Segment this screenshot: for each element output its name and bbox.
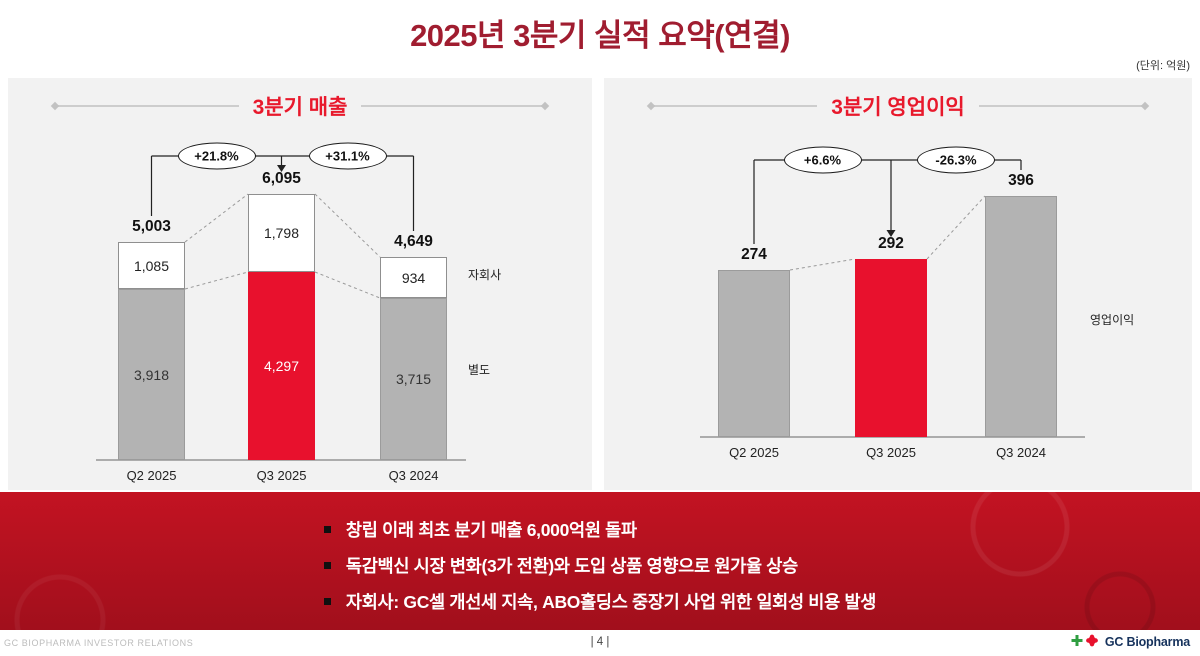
bar (718, 270, 790, 437)
bullet-square-icon (323, 562, 331, 569)
growth-badge: +6.6% (783, 146, 862, 174)
slide-title: 2025년 3분기 실적 요약(연결) (410, 18, 790, 53)
bar-segment-standalone: 3,715 (380, 298, 447, 460)
revenue-panel: 3분기 매출 3,918 1,085 5,003 Q2 2025 4,297 1,798 6… (8, 78, 592, 490)
category-label: Q3 2025 (866, 445, 916, 460)
bar-segment-subsidiary: 934 (380, 257, 447, 298)
category-label: Q3 2025 (256, 468, 307, 483)
highlight-text: 독감백신 시장 변화(3가 전환)와 도입 상품 영향으로 원가율 상승 (345, 556, 798, 576)
growth-badge: -26.3% (917, 146, 995, 174)
series-side-label: 영업이익 (1090, 313, 1135, 327)
category-label: Q3 2024 (996, 445, 1046, 460)
operating-profit-chart-title: 3분기 영업이익 (831, 96, 965, 119)
highlight-item: 창립 이래 최초 분기 매출 6,000억원 돌파 (323, 517, 876, 542)
bar-total-label: 274 (741, 246, 767, 263)
bar (855, 259, 927, 437)
highlight-text: 창립 이래 최초 분기 매출 6,000억원 돌파 (345, 520, 637, 540)
series-side-label: 자회사 (468, 268, 502, 282)
bullet-square-icon (323, 598, 331, 605)
footer: GC BIOPHARMA INVESTOR RELATIONS | 4 | GC… (0, 630, 1200, 656)
company-logo: GC Biopharma (1071, 634, 1190, 649)
highlights-list: 창립 이래 최초 분기 매출 6,000억원 돌파 독감백신 시장 변화(3가 … (323, 517, 877, 614)
growth-badge: +31.1% (308, 142, 387, 170)
bar-segment-subsidiary: 1,085 (118, 242, 185, 289)
highlight-item: 자회사: GC셀 개선세 지속, ABO홀딩스 중장기 사업 위한 일회성 비용… (323, 589, 877, 614)
series-side-label: 별도 (468, 363, 491, 377)
bar-total-label: 6,095 (262, 170, 301, 187)
revenue-chart: 3,918 1,085 5,003 Q2 2025 4,297 1,798 6,095 Q3 … (8, 122, 592, 490)
highlight-item: 독감백신 시장 변화(3가 전환)와 도입 상품 영향으로 원가율 상승 (323, 553, 876, 578)
bullet-square-icon (323, 526, 331, 533)
operating-profit-panel: 3분기 영업이익 274 Q2 2025 292 Q3 2025 396 Q3 2024 +… (604, 78, 1192, 490)
bar (985, 196, 1057, 437)
revenue-panel-header: 3분기 매출 (8, 78, 592, 122)
decorative-line-icon (361, 105, 547, 107)
page-number: | 4 | (590, 636, 610, 648)
category-label: Q2 2025 (729, 445, 779, 460)
bar-segment-standalone: 3,918 (118, 289, 185, 460)
bar-total-label: 4,649 (394, 233, 433, 250)
bar-total-label: 292 (878, 235, 904, 252)
bar-total-label: 5,003 (132, 218, 171, 235)
gc-logo-mark-icon (1071, 634, 1098, 647)
footer-ir-label: GC BIOPHARMA INVESTOR RELATIONS (4, 638, 194, 648)
bar-segment-subsidiary: 1,798 (248, 194, 315, 272)
bar-segment-standalone: 4,297 (248, 272, 315, 460)
revenue-chart-title: 3분기 매출 (252, 96, 348, 119)
operating-profit-chart: 274 Q2 2025 292 Q3 2025 396 Q3 2024 +6.6% -26.3… (604, 122, 1192, 490)
operating-profit-panel-header: 3분기 영업이익 (604, 78, 1192, 122)
decorative-line-icon (54, 105, 239, 107)
decorative-line-icon (978, 105, 1146, 107)
bar-total-label: 396 (1008, 172, 1034, 189)
decorative-line-icon (650, 105, 818, 107)
category-label: Q2 2025 (126, 468, 177, 483)
highlights-banner: 창립 이래 최초 분기 매출 6,000억원 돌파 독감백신 시장 변화(3가 … (0, 492, 1200, 630)
unit-note: (단위: 억원) (1136, 60, 1190, 72)
brand-name: GC Biopharma (1104, 634, 1190, 649)
category-label: Q3 2024 (388, 468, 439, 483)
highlight-text: 자회사: GC셀 개선세 지속, ABO홀딩스 중장기 사업 위한 일회성 비용… (345, 592, 877, 612)
growth-badge: +21.8% (177, 142, 256, 170)
